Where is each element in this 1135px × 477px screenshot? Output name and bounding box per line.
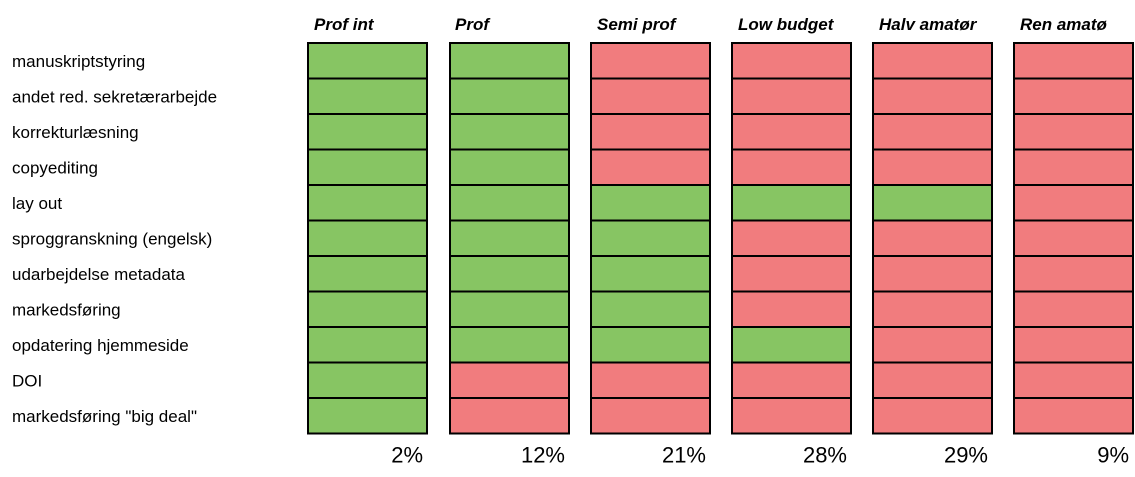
cell-no (731, 42, 852, 80)
cell-no (590, 361, 711, 399)
cell-no (872, 255, 993, 293)
cell-no (731, 255, 852, 293)
percentage-label: 9% (1097, 443, 1129, 468)
cell-yes (590, 326, 711, 364)
row-label: lay out (12, 194, 62, 213)
cell-no (590, 77, 711, 115)
cell-no (1013, 326, 1134, 364)
cell-no (1013, 290, 1134, 328)
cell-yes (307, 148, 428, 186)
cell-yes (590, 219, 711, 257)
cell-yes (449, 184, 570, 222)
cell-yes (449, 148, 570, 186)
cell-no (449, 361, 570, 399)
cell-no (872, 290, 993, 328)
column-label: Prof (455, 15, 491, 34)
cell-no (872, 113, 993, 151)
cell-yes (307, 219, 428, 257)
row-label: sproggranskning (engelsk) (12, 229, 212, 248)
cell-no (872, 42, 993, 80)
percentage-labels: 2% 12% 21% 28% 29% 9% (391, 443, 1129, 468)
cell-no (731, 219, 852, 257)
row-label: copyediting (12, 158, 98, 177)
cell-no (1013, 397, 1134, 435)
column-label: Halv amatør (879, 15, 978, 34)
cell-yes (449, 290, 570, 328)
cell-yes (449, 326, 570, 364)
column-label: Prof int (314, 15, 375, 34)
cell-no (1013, 219, 1134, 257)
cell-no (872, 326, 993, 364)
cell-no (731, 113, 852, 151)
column-label: Low budget (738, 15, 835, 34)
cell-no (872, 219, 993, 257)
cell-no (449, 397, 570, 435)
percentage-label: 28% (803, 443, 847, 468)
cell-yes (449, 255, 570, 293)
row-label: udarbejdelse metadata (12, 265, 186, 284)
cell-no (731, 361, 852, 399)
row-label: andet red. sekretærarbejde (12, 87, 217, 106)
cell-yes (307, 77, 428, 115)
cell-yes (307, 361, 428, 399)
row-label: DOI (12, 371, 42, 390)
cell-grid (307, 42, 1134, 435)
cell-yes (449, 219, 570, 257)
cell-yes (731, 184, 852, 222)
cell-no (872, 361, 993, 399)
column-label: Ren amatø (1020, 15, 1108, 34)
column-labels: Prof int Prof Semi prof Low budget Halv amat… (314, 15, 1108, 34)
cell-yes (449, 77, 570, 115)
cell-no (872, 77, 993, 115)
cell-no (731, 77, 852, 115)
row-label: markedsføring "big deal" (12, 407, 197, 426)
cell-yes (449, 42, 570, 80)
cell-no (1013, 113, 1134, 151)
cell-no (1013, 184, 1134, 222)
cell-no (872, 148, 993, 186)
cell-yes (307, 184, 428, 222)
row-label: markedsføring (12, 300, 121, 319)
row-label: opdatering hjemmeside (12, 336, 189, 355)
cell-no (1013, 361, 1134, 399)
cell-yes (307, 255, 428, 293)
cell-yes (590, 290, 711, 328)
cell-yes (731, 326, 852, 364)
cell-no (590, 42, 711, 80)
cell-yes (307, 113, 428, 151)
percentage-label: 12% (521, 443, 565, 468)
cell-no (731, 397, 852, 435)
row-label: manuskriptstyring (12, 52, 145, 71)
cell-no (1013, 77, 1134, 115)
row-labels: manuskriptstyring andet red. sekretærarbe… (12, 52, 217, 426)
cell-yes (590, 184, 711, 222)
cell-yes (872, 184, 993, 222)
cell-no (590, 113, 711, 151)
cell-yes (449, 113, 570, 151)
cell-no (1013, 42, 1134, 80)
row-label: korrekturlæsning (12, 123, 139, 142)
cell-no (872, 397, 993, 435)
cell-no (590, 397, 711, 435)
cell-yes (307, 42, 428, 80)
percentage-label: 21% (662, 443, 706, 468)
cell-yes (307, 397, 428, 435)
cell-no (590, 148, 711, 186)
percentage-label: 2% (391, 443, 423, 468)
cell-no (731, 148, 852, 186)
cell-no (731, 290, 852, 328)
cell-yes (307, 290, 428, 328)
cell-yes (307, 326, 428, 364)
cell-yes (590, 255, 711, 293)
percentage-label: 29% (944, 443, 988, 468)
cell-no (1013, 255, 1134, 293)
cell-no (1013, 148, 1134, 186)
column-label: Semi prof (597, 15, 678, 34)
